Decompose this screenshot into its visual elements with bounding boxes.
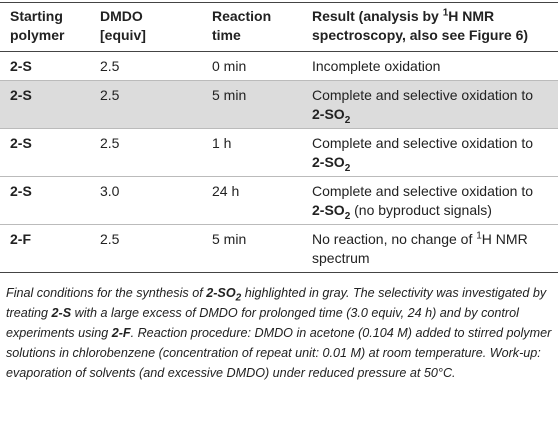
text-run: Complete and selective oxidation to <box>312 183 534 199</box>
header-cell: Result (analysis by 1H NMR spectroscopy, … <box>302 2 558 52</box>
text-run: H NMR <box>481 231 528 247</box>
cell: 2-S <box>0 128 90 177</box>
row: 2-S 3.0 24 h Complete and selective oxidati… <box>0 176 558 225</box>
text-run: 2 <box>344 210 351 222</box>
text-run: 2.5 <box>100 87 120 103</box>
text-run: (no byproduct signals) <box>354 202 492 218</box>
cell: 5 min <box>202 80 302 129</box>
text-run: spectrum <box>312 250 370 266</box>
header-cell: DMDO [equiv] <box>90 2 202 52</box>
text-run: 3.0 <box>100 183 120 199</box>
text-run: 2-F <box>111 326 131 340</box>
row: 2-F 2.5 5 min No reaction, no change of 1H … <box>0 225 558 273</box>
text-run: 0 min <box>212 58 247 74</box>
cell: Complete and selective oxidation to 2-SO2 <box>302 80 558 129</box>
text-run: No reaction, no change of <box>312 231 473 247</box>
text-run: Complete and selective oxidation to <box>312 87 534 103</box>
text-run: 24 h <box>212 183 240 199</box>
text-run: Result (analysis by <box>312 8 439 24</box>
text-run: time <box>212 27 241 43</box>
text-run: 1 h <box>212 135 232 151</box>
text-run: 2-S <box>10 87 32 103</box>
text-run: 1 <box>476 230 482 242</box>
cell: Complete and selective oxidation to 2-SO2… <box>302 176 558 225</box>
results-table: Starting polymer DMDO [equiv] Reaction time… <box>0 2 558 273</box>
cell: 2.5 <box>90 51 202 81</box>
text-run: spectroscopy, also see Figure 6) <box>312 27 529 43</box>
cell: 2.5 <box>90 80 202 129</box>
text-run: 2 <box>344 114 351 126</box>
cell: 2-S <box>0 80 90 129</box>
text-run: polymer <box>10 27 65 43</box>
text-run: 2 <box>344 162 351 174</box>
header-row: Starting polymer DMDO [equiv] Reaction time… <box>0 2 558 52</box>
text-run: DMDO <box>100 8 143 24</box>
text-run: Incomplete oxidation <box>312 58 441 74</box>
text-run: . Reaction procedure: DMDO in acetone (0… <box>6 326 552 380</box>
text-run: 2-SO <box>206 286 236 300</box>
text-run: 2.5 <box>100 231 120 247</box>
cell: 2.5 <box>90 128 202 177</box>
cell: No reaction, no change of 1H NMR spectrum <box>302 225 558 273</box>
text-run: 2-S <box>10 58 32 74</box>
text-run: 2-F <box>10 231 31 247</box>
text-run: 2 <box>235 292 242 304</box>
cell: 0 min <box>202 51 302 81</box>
cell: 5 min <box>202 225 302 273</box>
text-run: H NMR <box>448 8 495 24</box>
text-run: [equiv] <box>100 27 146 43</box>
row: 2-S 2.5 0 min Incomplete oxidation <box>0 51 558 81</box>
text-run: 5 min <box>212 231 247 247</box>
text-run: highlighted in gray. The selectivity was… <box>6 286 547 320</box>
cell: Complete and selective oxidation to 2-SO2 <box>302 128 558 177</box>
caption: Final conditions for the synthesis of 2-… <box>6 283 552 383</box>
header-cell: Reaction time <box>202 2 302 52</box>
cell: 24 h <box>202 176 302 225</box>
text-run: 2-SO <box>312 202 345 218</box>
text-run: 2.5 <box>100 58 120 74</box>
text-run: 2-SO <box>312 154 345 170</box>
text-run: Reaction <box>212 8 272 24</box>
text-run: with a large excess of DMDO for prolonge… <box>6 306 519 340</box>
header-cell: Starting polymer <box>0 2 90 52</box>
text-run: 2-SO <box>312 106 345 122</box>
text-run: 1 <box>442 7 449 19</box>
cell: Incomplete oxidation <box>302 51 558 81</box>
cell: 3.0 <box>90 176 202 225</box>
text-run: 2-S <box>51 306 72 320</box>
cell: 2-S <box>0 176 90 225</box>
text-run: 5 min <box>212 87 247 103</box>
text-run: 2.5 <box>100 135 120 151</box>
text-run: Starting <box>10 8 63 24</box>
text-run: 2-S <box>10 183 32 199</box>
row: 2-S 2.5 1 h Complete and selective oxidatio… <box>0 128 558 177</box>
cell: 2-F <box>0 225 90 273</box>
row: 2-S 2.5 5 min Complete and selective oxidat… <box>0 80 558 129</box>
text-run: Final conditions for the synthesis of <box>6 286 203 300</box>
cell: 1 h <box>202 128 302 177</box>
text-run: Complete and selective oxidation to <box>312 135 534 151</box>
text-run: 2-S <box>10 135 32 151</box>
cell: 2-S <box>0 51 90 81</box>
cell: 2.5 <box>90 225 202 273</box>
